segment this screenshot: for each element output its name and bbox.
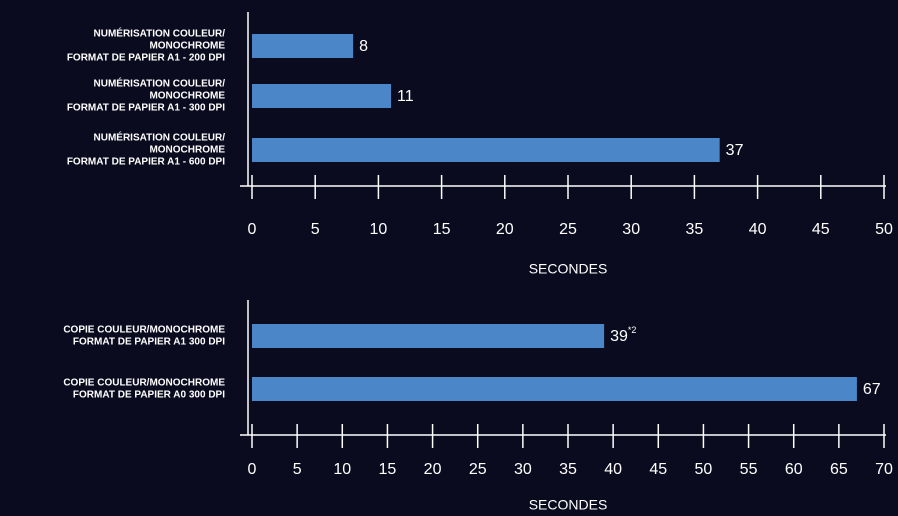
category-label: FORMAT DE PAPIER A1 - 600 DPI <box>67 157 225 168</box>
category-label: FORMAT DE PAPIER A1 - 300 DPI <box>67 103 225 114</box>
x-tick-label: 45 <box>812 221 830 238</box>
x-tick-label: 55 <box>740 461 758 478</box>
x-tick-label: 0 <box>248 461 257 478</box>
category-label: NUMÉRISATION COULEUR/ <box>94 27 226 40</box>
bar <box>252 377 857 401</box>
x-tick-label: 5 <box>311 221 320 238</box>
x-tick-label: 60 <box>785 461 803 478</box>
bar <box>252 84 392 108</box>
footnote-marker: *2 <box>628 325 637 335</box>
x-tick-label: 15 <box>433 221 451 238</box>
category-label: NUMÉRISATION COULEUR/ <box>94 131 226 144</box>
category-label: MONOCHROME <box>149 145 225 156</box>
value-label: 11 <box>397 88 414 105</box>
category-label: COPIE COULEUR/MONOCHROME <box>63 378 225 389</box>
category-label: COPIE COULEUR/MONOCHROME <box>63 325 225 336</box>
category-label: MONOCHROME <box>149 41 225 52</box>
x-tick-label: 25 <box>469 461 487 478</box>
value-label-group: 11 <box>397 88 414 105</box>
x-tick-label: 20 <box>496 221 514 238</box>
value-label-group: 39*2 <box>610 325 636 345</box>
x-tick-label: 45 <box>649 461 667 478</box>
value-label: 39 <box>610 328 628 345</box>
category-label: FORMAT DE PAPIER A0 300 DPI <box>73 390 225 401</box>
x-tick-label: 35 <box>686 221 704 238</box>
x-tick-label: 25 <box>559 221 577 238</box>
value-label: 37 <box>726 142 744 159</box>
x-axis-label: SECONDES <box>529 261 608 277</box>
bar <box>252 34 354 58</box>
x-tick-label: 15 <box>379 461 397 478</box>
value-label-group: 37 <box>726 142 744 159</box>
value-label-group: 8 <box>359 38 368 55</box>
x-tick-label: 0 <box>248 221 257 238</box>
value-label-group: 67 <box>863 381 881 398</box>
x-tick-label: 30 <box>622 221 640 238</box>
bar <box>252 324 605 348</box>
category-label: FORMAT DE PAPIER A1 300 DPI <box>73 337 225 348</box>
category-label: FORMAT DE PAPIER A1 - 200 DPI <box>67 53 225 64</box>
value-label: 67 <box>863 381 881 398</box>
x-tick-label: 40 <box>604 461 622 478</box>
category-label: NUMÉRISATION COULEUR/ <box>94 77 226 90</box>
x-tick-label: 5 <box>293 461 302 478</box>
x-tick-label: 10 <box>333 461 351 478</box>
x-tick-label: 65 <box>830 461 848 478</box>
category-label: MONOCHROME <box>149 91 225 102</box>
value-label: 8 <box>359 38 368 55</box>
x-axis-label: SECONDES <box>529 497 608 513</box>
x-tick-label: 70 <box>875 461 893 478</box>
x-tick-label: 40 <box>749 221 767 238</box>
x-tick-label: 10 <box>370 221 388 238</box>
x-tick-label: 50 <box>875 221 893 238</box>
bar <box>252 138 720 162</box>
x-tick-label: 35 <box>559 461 577 478</box>
x-tick-label: 20 <box>424 461 442 478</box>
x-tick-label: 30 <box>514 461 532 478</box>
x-tick-label: 50 <box>695 461 713 478</box>
